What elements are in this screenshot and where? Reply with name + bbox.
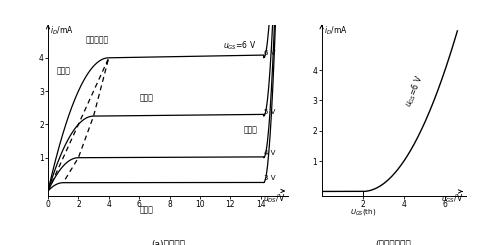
Text: $u_{DS}$/V: $u_{DS}$/V [263,193,285,205]
Text: 夹断区: 夹断区 [140,205,154,214]
Text: 恒流区: 恒流区 [139,93,153,102]
Text: $i_D$/mA: $i_D$/mA [324,24,348,37]
Text: (ｂ）转移特性: (ｂ）转移特性 [376,239,411,245]
Text: 4 V: 4 V [264,150,276,156]
Text: (a)输出特性: (a)输出特性 [151,239,185,245]
Text: $u_{GS}$=6 V: $u_{GS}$=6 V [402,73,426,109]
Text: 6 V: 6 V [264,50,276,56]
Text: $u_{GS}$/V: $u_{GS}$/V [441,193,464,206]
Text: 变阻区: 变阻区 [56,67,70,76]
Text: 3 V: 3 V [264,175,276,181]
Text: $i_D$/mA: $i_D$/mA [50,24,74,37]
Text: 击穿区: 击穿区 [244,125,258,134]
Text: $U_{GS}$(th): $U_{GS}$(th) [349,207,376,217]
Text: 5 V: 5 V [264,109,276,115]
Text: $u_{GS}$=6 V: $u_{GS}$=6 V [223,39,256,52]
Text: 预夹断轨迹: 预夹断轨迹 [86,35,109,44]
